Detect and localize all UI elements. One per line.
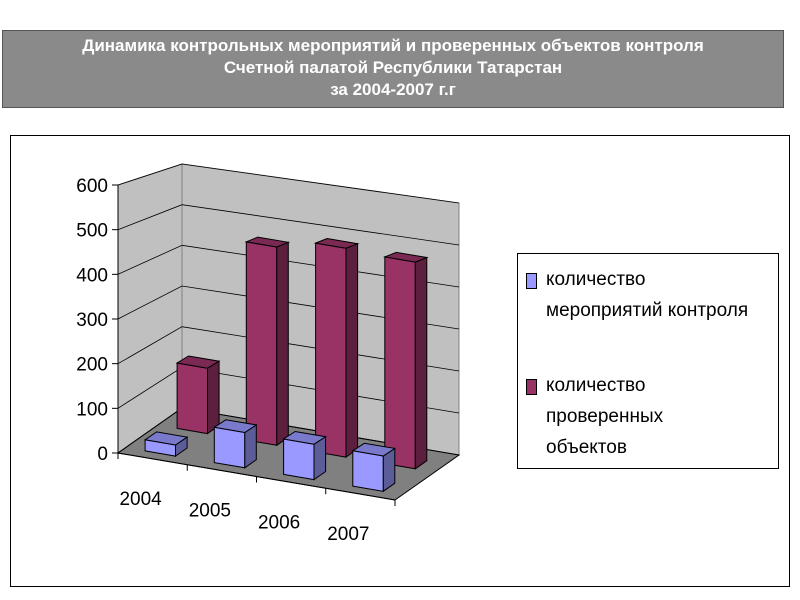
bar-1-2007: [351, 442, 397, 493]
chart-title-banner: Динамика контрольных мероприятий и прове…: [2, 30, 784, 108]
bar-front-face: [283, 438, 315, 481]
bar-top-face: [212, 419, 258, 434]
bar-1-2004: [143, 431, 189, 458]
x-tick-label: 2006: [258, 512, 300, 533]
chart-legend: количество мероприятий контроля количество…: [517, 253, 779, 469]
legend-text-line: количество: [546, 269, 646, 290]
bar-top-face: [175, 355, 221, 369]
bar-front-face: [245, 241, 278, 446]
legend-text-line: мероприятий контроля: [546, 300, 749, 321]
y-tick-label: 600: [76, 176, 108, 197]
bar-1-2006: [282, 430, 327, 481]
title-line-1: Динамика контрольных мероприятий и прове…: [82, 36, 704, 55]
bar-2-2004: [175, 355, 221, 435]
bar-side-face: [345, 242, 359, 459]
legend-swatch-1: [526, 273, 537, 289]
bar-top-face: [382, 251, 429, 263]
legend-text-line: количество: [546, 375, 646, 396]
legend-swatch-2: [526, 379, 537, 395]
title-line-3: за 2004-2007 г.г: [330, 80, 456, 99]
y-tick-label: 500: [76, 221, 108, 242]
bar-top-face: [313, 237, 360, 249]
bar-top-face: [282, 430, 327, 445]
bar-side-face: [276, 241, 289, 447]
gridline: [117, 244, 460, 288]
gridline: [117, 285, 460, 330]
bar-top-face: [244, 236, 291, 248]
bar-front-face: [384, 256, 416, 470]
y-tick-label: 100: [76, 399, 108, 420]
bar-2-2007: [382, 251, 429, 470]
bar-front-face: [352, 450, 384, 492]
legend-text-line: проверенных: [546, 406, 664, 427]
bar-side-face: [414, 256, 428, 470]
bar-top-face: [351, 442, 397, 457]
bar-1-2005: [212, 419, 258, 469]
title-line-2: Счетной палатой Республики Татарстан: [223, 58, 563, 77]
bar-top-face: [143, 431, 189, 446]
bar-front-face: [213, 426, 246, 469]
x-tick-label: 2005: [189, 501, 231, 522]
x-tick-label: 2004: [119, 489, 162, 510]
y-tick-label: 400: [76, 265, 108, 286]
side-wall: [117, 163, 183, 454]
y-tick-label: 200: [76, 355, 108, 376]
legend-text-line: объектов: [546, 437, 627, 458]
y-tick-label: 300: [76, 310, 108, 331]
gridline: [117, 204, 460, 246]
bar-side-face: [207, 360, 220, 435]
gridline: [117, 163, 460, 204]
y-tick-label: 0: [97, 444, 108, 465]
x-tick-label: 2007: [327, 524, 369, 545]
gridline: [117, 326, 460, 372]
bar-2-2006: [313, 237, 360, 459]
bar-front-face: [315, 242, 347, 458]
bar-front-face: [176, 362, 208, 435]
bar-2-2005: [244, 236, 291, 447]
